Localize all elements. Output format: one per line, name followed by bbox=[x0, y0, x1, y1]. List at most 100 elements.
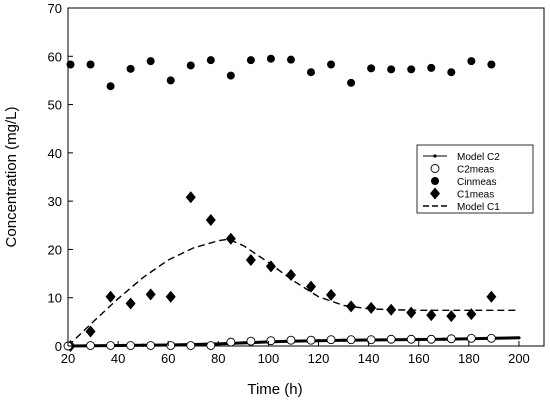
y-tick-label: 0 bbox=[55, 339, 62, 354]
legend-label: Model C1 bbox=[457, 202, 500, 213]
cinmeas-point bbox=[266, 54, 275, 63]
cinmeas-point bbox=[347, 78, 356, 87]
model-c2-point bbox=[341, 338, 346, 342]
x-tick-label: 60 bbox=[161, 351, 175, 366]
x-tick-label: 80 bbox=[211, 351, 225, 366]
c1meas-point bbox=[466, 308, 477, 321]
y-tick-label: 60 bbox=[48, 49, 62, 64]
model-c2-point bbox=[417, 337, 421, 342]
y-axis-title: Concentration (mg/L) bbox=[3, 107, 20, 248]
legend-label: Cinmeas bbox=[457, 177, 496, 188]
c1meas-point bbox=[165, 290, 176, 303]
cinmeas-point bbox=[407, 65, 416, 74]
cinmeas-point bbox=[226, 71, 235, 80]
c1meas-point bbox=[225, 232, 236, 245]
c2meas-point bbox=[186, 341, 196, 350]
c2meas-point bbox=[246, 336, 256, 346]
y-tick-label: 10 bbox=[48, 291, 62, 306]
model-c1-line bbox=[67, 238, 519, 347]
model-c2-point bbox=[316, 339, 321, 343]
x-tick-label: 120 bbox=[308, 351, 330, 366]
c2meas-point bbox=[466, 333, 476, 343]
y-tick-label: 30 bbox=[48, 194, 62, 209]
c1meas-point bbox=[426, 309, 437, 322]
c2meas-point bbox=[446, 334, 456, 344]
model-c2-point bbox=[141, 343, 145, 347]
c2meas-point bbox=[306, 335, 316, 345]
c1meas-point bbox=[406, 306, 417, 319]
cinmeas-point bbox=[86, 60, 95, 69]
chart-marks bbox=[63, 54, 521, 352]
cinmeas-point bbox=[66, 60, 75, 69]
c2meas-point bbox=[126, 341, 136, 350]
c1meas-point bbox=[446, 310, 457, 323]
x-tick-label: 20 bbox=[61, 351, 75, 366]
c1meas-point bbox=[245, 254, 256, 267]
c2meas-point bbox=[406, 334, 416, 344]
legend-c1meas-marker bbox=[430, 187, 440, 200]
c1meas-point bbox=[306, 280, 317, 293]
c1meas-point bbox=[346, 300, 357, 313]
y-tick-label: 70 bbox=[48, 1, 62, 16]
cinmeas-point bbox=[427, 63, 436, 72]
cinmeas-point bbox=[206, 56, 215, 65]
c1meas-point bbox=[185, 191, 196, 204]
x-tick-label: 140 bbox=[358, 351, 380, 366]
cinmeas-point bbox=[387, 65, 396, 74]
cinmeas-point bbox=[126, 64, 135, 73]
c2meas-point bbox=[226, 337, 236, 347]
c1meas-point bbox=[205, 213, 216, 226]
y-tick-label: 40 bbox=[48, 146, 62, 161]
c2meas-point bbox=[266, 336, 276, 346]
legend-cinmeas-marker bbox=[431, 177, 439, 185]
model-c2-point bbox=[442, 337, 446, 341]
legend-model-c2-dot bbox=[433, 154, 437, 158]
legend-c2meas-marker bbox=[430, 164, 440, 173]
cinmeas-point bbox=[327, 60, 336, 69]
cinmeas-point bbox=[307, 68, 316, 77]
c1meas-point bbox=[326, 288, 337, 301]
c1meas-point bbox=[265, 260, 276, 273]
legend-label: C2meas bbox=[457, 165, 494, 176]
c2meas-point bbox=[206, 341, 216, 350]
cinmeas-point bbox=[186, 61, 195, 70]
y-tick-label: 50 bbox=[48, 98, 62, 113]
legend-label: Model C2 bbox=[457, 152, 500, 163]
axis-ticks: 20 40 60 80 100 120 140 160 180 200 0 10 20 30 40 50 60 7… bbox=[48, 1, 530, 366]
c2meas-point bbox=[146, 341, 156, 350]
c1meas-point bbox=[125, 297, 136, 310]
c2meas-point bbox=[386, 334, 396, 344]
model-c2-point bbox=[241, 341, 245, 345]
c2meas-point bbox=[366, 335, 376, 345]
x-tick-label: 100 bbox=[258, 351, 280, 366]
c1meas-point bbox=[85, 325, 96, 338]
c1meas-point bbox=[105, 290, 116, 303]
cinmeas-point bbox=[367, 64, 376, 73]
cinmeas-point bbox=[106, 82, 115, 91]
c2meas-point bbox=[346, 335, 356, 345]
c1meas-point bbox=[366, 301, 377, 314]
x-tick-label: 200 bbox=[508, 351, 530, 366]
model-c2-point bbox=[517, 336, 521, 340]
cinmeas-point bbox=[447, 68, 456, 77]
legend-label: C1meas bbox=[457, 190, 494, 201]
c2meas-point bbox=[326, 335, 336, 345]
c2meas-point bbox=[286, 335, 296, 345]
c2meas-point bbox=[426, 334, 436, 344]
cinmeas-point bbox=[487, 60, 496, 69]
x-tick-label: 180 bbox=[458, 351, 480, 366]
c1meas-point bbox=[285, 269, 296, 282]
cinmeas-point bbox=[146, 57, 155, 66]
c1meas-point bbox=[486, 290, 497, 303]
cinmeas-point bbox=[166, 76, 175, 85]
cinmeas-point bbox=[246, 56, 255, 65]
x-axis-title: Time (h) bbox=[247, 381, 302, 398]
c2meas-point bbox=[166, 341, 176, 350]
c2meas-point bbox=[86, 341, 95, 350]
c2meas-point bbox=[106, 341, 116, 350]
x-tick-label: 40 bbox=[111, 351, 125, 366]
cinmeas-point bbox=[286, 55, 295, 64]
x-tick-label: 160 bbox=[408, 351, 430, 366]
